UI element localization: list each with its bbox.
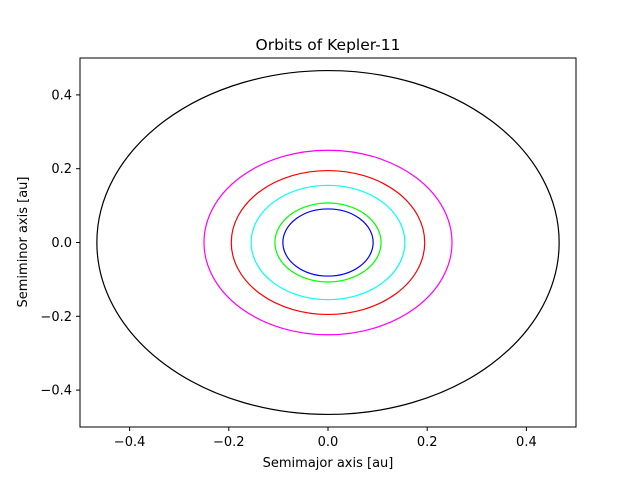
orbit-series-3 [230, 169, 426, 316]
y-tick-label: 0.4 [51, 88, 72, 103]
x-tick-label: 0.0 [318, 435, 339, 450]
x-tick-label: −0.4 [114, 435, 146, 450]
y-tick-label: 0.2 [51, 162, 72, 177]
x-axis-ticks: −0.4 −0.2 0.0 0.2 0.4 [114, 427, 537, 450]
y-tick-label: −0.2 [40, 310, 72, 325]
orbit-series-group [96, 69, 560, 416]
y-axis-ticks: −0.4 −0.2 0.0 0.2 0.4 [40, 88, 80, 399]
y-tick-label: −0.4 [40, 384, 72, 399]
y-axis-label: Semiminor axis [au] [16, 177, 31, 308]
orbit-series-5 [96, 69, 560, 416]
orbit-series-1 [274, 202, 382, 283]
orbit-series-2 [250, 184, 406, 301]
x-tick-label: 0.2 [417, 435, 438, 450]
x-tick-label: 0.4 [516, 435, 537, 450]
orbit-series-0 [282, 208, 374, 277]
x-tick-label: −0.2 [213, 435, 245, 450]
x-axis-label: Semimajor axis [au] [263, 456, 394, 471]
y-tick-label: 0.0 [51, 236, 72, 251]
chart-title: Orbits of Kepler-11 [256, 36, 401, 54]
plot-area-frame [79, 57, 577, 428]
orbit-series-4 [203, 149, 453, 336]
